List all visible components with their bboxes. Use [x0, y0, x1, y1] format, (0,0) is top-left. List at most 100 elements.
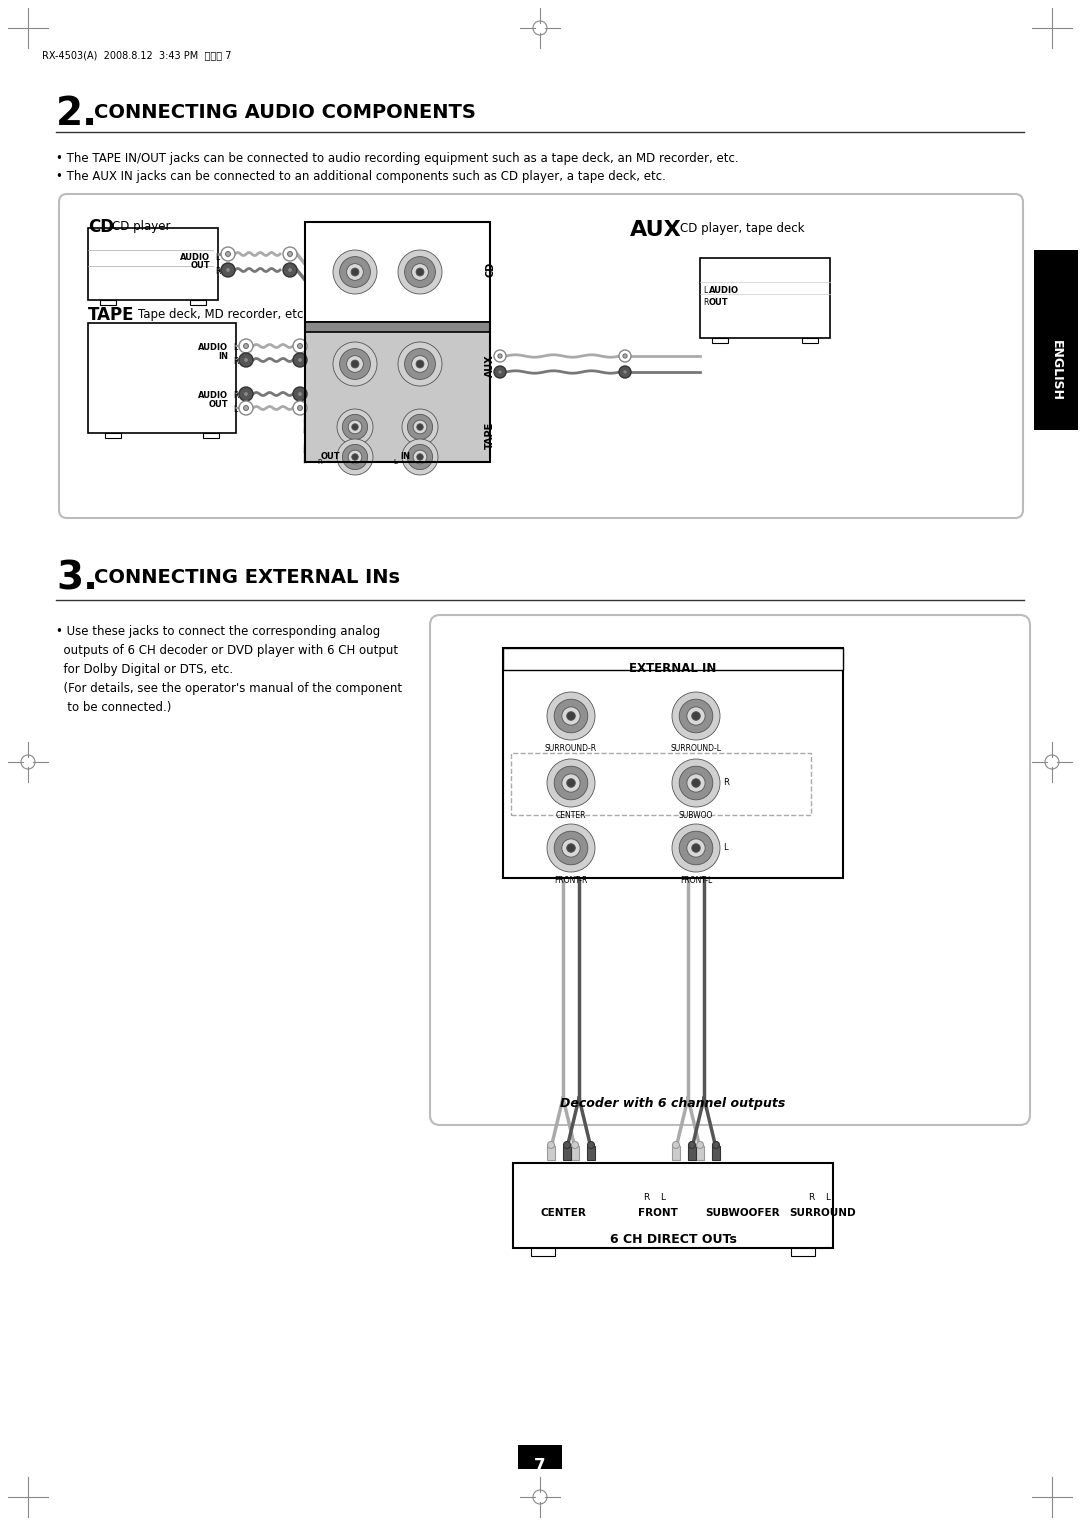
- Circle shape: [554, 698, 588, 734]
- Text: CONNECTING AUDIO COMPONENTS: CONNECTING AUDIO COMPONENTS: [94, 104, 476, 122]
- Circle shape: [623, 354, 627, 358]
- Text: L: L: [215, 253, 219, 262]
- Circle shape: [697, 1142, 703, 1148]
- Bar: [190, 300, 206, 305]
- Text: L: L: [703, 287, 707, 294]
- Bar: [688, 1145, 696, 1161]
- Circle shape: [244, 392, 248, 396]
- Circle shape: [352, 424, 359, 430]
- Bar: [203, 433, 219, 438]
- Text: SUBWOO: SUBWOO: [679, 811, 713, 820]
- Text: • Use these jacks to connect the corresponding analog
  outputs of 6 CH decoder : • Use these jacks to connect the corresp…: [56, 625, 402, 714]
- Text: • The TAPE IN/OUT jacks can be connected to audio recording equipment such as a : • The TAPE IN/OUT jacks can be connected…: [56, 152, 739, 165]
- Circle shape: [713, 1142, 719, 1148]
- Text: IN: IN: [218, 352, 228, 361]
- Circle shape: [348, 450, 362, 464]
- Circle shape: [416, 268, 424, 276]
- Bar: [712, 1145, 720, 1161]
- Circle shape: [352, 454, 359, 461]
- FancyBboxPatch shape: [1034, 250, 1078, 430]
- Bar: [588, 1145, 595, 1161]
- Text: CENTER: CENTER: [556, 811, 586, 820]
- Bar: [503, 648, 843, 669]
- Text: CENTER: CENTER: [540, 1208, 586, 1218]
- Circle shape: [567, 712, 576, 720]
- Circle shape: [239, 387, 253, 401]
- Circle shape: [293, 339, 307, 352]
- Text: • The AUX IN jacks can be connected to an additional components such as CD playe: • The AUX IN jacks can be connected to a…: [56, 169, 666, 183]
- Text: R: R: [703, 297, 708, 307]
- Circle shape: [679, 766, 713, 799]
- Text: SUBWOOFER: SUBWOOFER: [705, 1208, 781, 1218]
- Circle shape: [554, 831, 588, 865]
- Text: Decoder with 6 channel outputs: Decoder with 6 channel outputs: [561, 1096, 785, 1110]
- Bar: [791, 1247, 815, 1257]
- Circle shape: [347, 355, 363, 372]
- Circle shape: [402, 439, 438, 474]
- Circle shape: [337, 409, 373, 445]
- Circle shape: [562, 839, 580, 857]
- Circle shape: [679, 831, 713, 865]
- Circle shape: [244, 357, 248, 363]
- Text: RX-4503(A)  2008.8.12  3:43 PM  페이지 7: RX-4503(A) 2008.8.12 3:43 PM 페이지 7: [42, 50, 231, 59]
- Text: FRONT: FRONT: [638, 1208, 678, 1218]
- Circle shape: [287, 252, 293, 256]
- Text: Tape deck, MD recorder, etc.: Tape deck, MD recorder, etc.: [138, 308, 307, 320]
- Circle shape: [339, 349, 370, 380]
- Circle shape: [567, 843, 576, 852]
- Circle shape: [287, 267, 293, 273]
- Bar: [712, 339, 728, 343]
- Circle shape: [239, 352, 253, 368]
- Text: R: R: [215, 267, 220, 276]
- Text: ENGLISH: ENGLISH: [1050, 340, 1063, 401]
- Circle shape: [347, 264, 363, 281]
- Text: AUDIO: AUDIO: [180, 253, 210, 262]
- Circle shape: [407, 415, 433, 439]
- Text: R: R: [233, 390, 239, 400]
- Circle shape: [221, 247, 235, 261]
- Circle shape: [494, 351, 507, 361]
- Circle shape: [221, 262, 235, 278]
- Circle shape: [405, 256, 435, 287]
- Text: AUDIO: AUDIO: [198, 390, 228, 400]
- Text: OUT: OUT: [190, 261, 210, 270]
- Bar: [100, 300, 116, 305]
- Circle shape: [411, 355, 429, 372]
- Text: 2.: 2.: [56, 95, 98, 133]
- Bar: [305, 332, 490, 462]
- Text: TAPE: TAPE: [485, 422, 495, 450]
- Text: L: L: [393, 459, 397, 465]
- Text: CD: CD: [87, 218, 114, 236]
- FancyBboxPatch shape: [430, 615, 1030, 1125]
- Text: SURROUND-L: SURROUND-L: [671, 744, 721, 753]
- Bar: [546, 1145, 555, 1161]
- Circle shape: [691, 712, 700, 720]
- Circle shape: [293, 387, 307, 401]
- Circle shape: [546, 692, 595, 740]
- Circle shape: [548, 1142, 554, 1148]
- Bar: [531, 1247, 555, 1257]
- Text: R: R: [808, 1193, 814, 1202]
- Circle shape: [298, 406, 302, 410]
- Circle shape: [293, 352, 307, 368]
- Text: TAPE: TAPE: [87, 307, 135, 323]
- Circle shape: [673, 1142, 679, 1148]
- Circle shape: [498, 371, 502, 374]
- Bar: [571, 1145, 579, 1161]
- Circle shape: [619, 351, 631, 361]
- Text: AUX: AUX: [630, 220, 681, 239]
- Circle shape: [342, 415, 367, 439]
- Circle shape: [298, 357, 302, 363]
- Text: CONNECTING EXTERNAL INs: CONNECTING EXTERNAL INs: [94, 567, 400, 587]
- Text: L: L: [723, 843, 728, 852]
- Text: 3.: 3.: [56, 560, 98, 598]
- Circle shape: [405, 349, 435, 380]
- Circle shape: [691, 843, 700, 852]
- Bar: [696, 1145, 704, 1161]
- Circle shape: [689, 1142, 696, 1148]
- Circle shape: [687, 773, 705, 791]
- Circle shape: [687, 839, 705, 857]
- Bar: [700, 258, 831, 339]
- Text: CD player, tape deck: CD player, tape deck: [680, 223, 805, 235]
- Circle shape: [554, 766, 588, 799]
